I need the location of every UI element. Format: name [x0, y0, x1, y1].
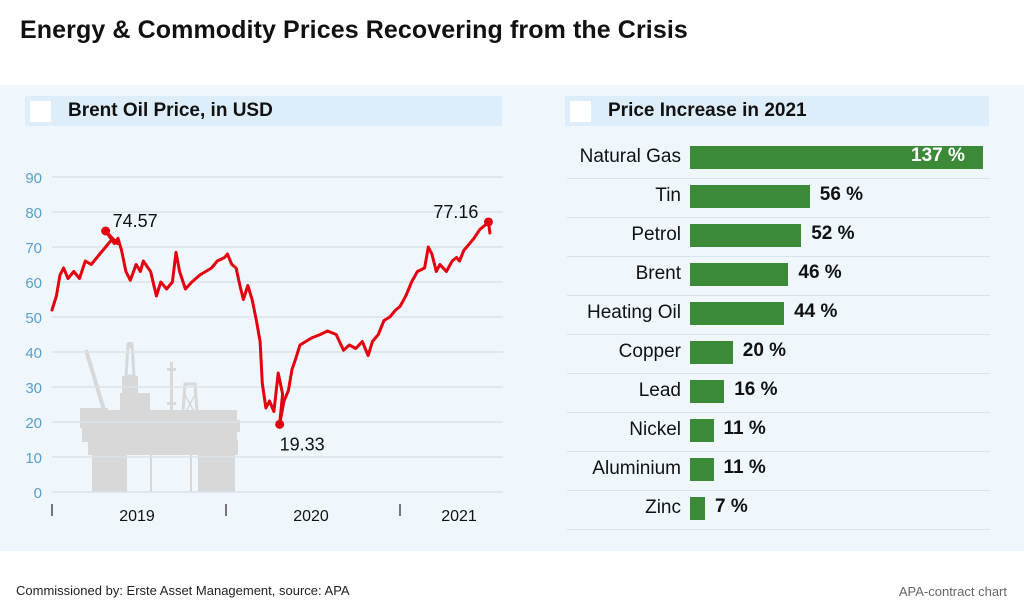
bar	[690, 263, 789, 286]
bar-row: Natural Gas 137 %	[567, 139, 990, 179]
oil-rig-icon	[80, 342, 240, 492]
x-tick-label: 2020	[293, 508, 329, 525]
brent-price-line	[50, 220, 492, 426]
x-axis-ticks: 2019 2020 2021	[51, 504, 477, 525]
line-chart-header: Brent Oil Price, in USD	[25, 96, 502, 126]
bar-value-label: 44 %	[794, 301, 838, 322]
bar-row: Copper 20 %	[567, 334, 990, 374]
bar-row: Brent 46 %	[567, 256, 990, 296]
bar-category-label: Natural Gas	[579, 146, 681, 167]
x-tick-label: 2021	[441, 508, 477, 525]
bar-chart-title: Price Increase in 2021	[608, 100, 807, 121]
bar-category-label: Copper	[618, 341, 681, 362]
bar-category-label: Tin	[655, 185, 681, 206]
y-tick-label: 90	[25, 170, 42, 187]
bar-category-label: Aluminium	[592, 458, 681, 479]
footer-credit: APA-contract chart	[898, 584, 1007, 599]
bar-row: Petrol 52 %	[567, 217, 990, 257]
header-square-icon	[30, 100, 51, 122]
brent-line-chart: 0 10 20 30 40 50 60 70 80 90 2019 2020 2021 74.57 19…	[25, 170, 503, 525]
y-tick-label: 0	[34, 485, 42, 502]
bar-value-label: 137 %	[911, 145, 965, 166]
y-axis-labels: 0 10 20 30 40 50 60 70 80 90	[25, 170, 42, 502]
bar-value-label: 46 %	[798, 262, 842, 283]
y-tick-label: 10	[25, 450, 42, 467]
y-tick-label: 80	[25, 205, 42, 222]
bar-value-label: 11 %	[723, 418, 766, 439]
bar	[690, 224, 802, 247]
y-tick-label: 20	[25, 415, 42, 432]
bar-row: Lead 16 %	[567, 373, 990, 413]
y-tick-label: 40	[25, 345, 42, 362]
header-square-icon	[570, 100, 591, 122]
bar-category-label: Zinc	[645, 497, 681, 518]
bar	[690, 419, 714, 442]
y-tick-label: 50	[25, 310, 42, 327]
bar-category-label: Petrol	[631, 224, 681, 245]
chart-title: Energy & Commodity Prices Recovering fro…	[20, 16, 688, 44]
bar-value-label: 16 %	[734, 379, 778, 400]
annotation-marker	[483, 217, 493, 227]
bar-row: Aluminium 11 %	[567, 451, 990, 491]
bar-chart-header: Price Increase in 2021	[565, 96, 989, 126]
footer-source: Commissioned by: Erste Asset Management,…	[16, 583, 350, 598]
bar-value-label: 7 %	[714, 496, 748, 517]
annotation-label: 74.57	[113, 211, 158, 231]
bar-row: Zinc 7 %	[567, 490, 990, 530]
bar-value-label: 56 %	[819, 184, 864, 205]
price-annotations: 74.57 19.33 77.16	[101, 202, 493, 454]
y-tick-label: 60	[25, 275, 42, 292]
bar-category-label: Heating Oil	[587, 302, 681, 323]
y-tick-label: 30	[25, 380, 42, 397]
bar	[690, 341, 733, 364]
bar	[690, 380, 725, 403]
bar-value-label: 11 %	[723, 457, 766, 478]
bar-row: Nickel 11 %	[567, 412, 990, 452]
x-tick-label: 2019	[119, 508, 155, 525]
line-chart-title: Brent Oil Price, in USD	[68, 100, 273, 121]
bar-category-label: Lead	[638, 380, 681, 401]
annotation-marker	[275, 419, 285, 429]
bar-row: Tin 56 %	[567, 178, 990, 218]
bar-category-label: Brent	[635, 263, 681, 284]
bar	[690, 458, 714, 481]
bar-value-label: 20 %	[742, 340, 787, 361]
bar-row: Heating Oil 44 %	[567, 295, 990, 335]
annotation-label: 77.16	[433, 202, 478, 222]
annotation-label: 19.33	[280, 434, 325, 454]
annotation-marker	[101, 226, 111, 236]
bar	[690, 146, 983, 169]
y-tick-label: 70	[25, 240, 42, 257]
bar	[690, 185, 810, 208]
bar	[690, 302, 785, 325]
bar-value-label: 52 %	[811, 223, 855, 244]
bar-category-label: Nickel	[629, 419, 681, 440]
bar	[690, 497, 705, 520]
